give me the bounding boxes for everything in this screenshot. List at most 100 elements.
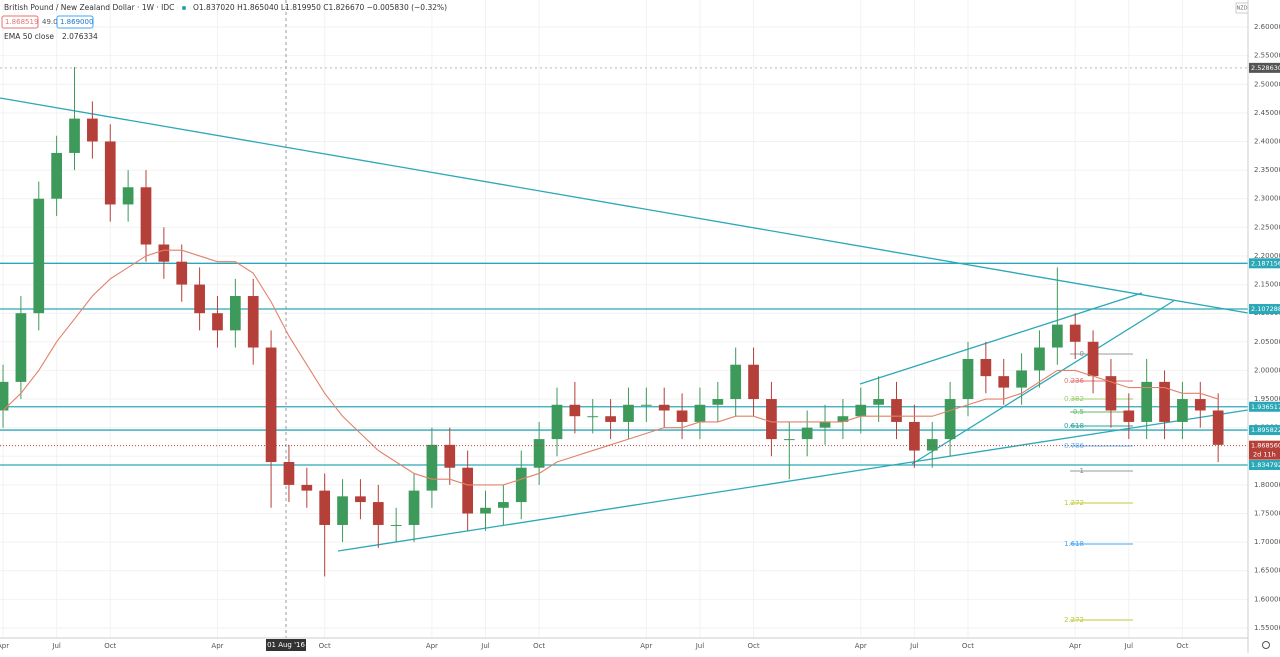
candle-body (408, 490, 420, 525)
fib-label: 0.5 (1073, 408, 1084, 416)
x-tick-label: Oct (104, 642, 116, 650)
plot (0, 67, 1248, 577)
candle-body (104, 141, 116, 205)
y-tick-label: 1.700000 (1254, 538, 1280, 546)
countdown: 2d 11h (1253, 451, 1276, 459)
fib-label: 1.618 (1064, 540, 1084, 548)
sell-box[interactable] (1, 15, 39, 29)
level-label-box (1249, 425, 1280, 436)
candle-body (337, 496, 348, 525)
level-label-box (1249, 459, 1280, 470)
trend-line (859, 292, 1143, 385)
x-tick-label: Jul (51, 642, 61, 650)
candle-body (766, 399, 777, 440)
y-tick-label: 1.950000 (1254, 395, 1280, 403)
y-tick-label: 1.650000 (1254, 567, 1280, 575)
currency[interactable]: NZD (1236, 6, 1247, 12)
candle-body (873, 399, 884, 405)
fib-label: 1.272 (1064, 499, 1084, 507)
y-tick-label: 2.550000 (1254, 52, 1280, 60)
high-marker-label: 2.528630 (1251, 64, 1280, 72)
crosshair-date: 01 Aug '16 (267, 641, 305, 649)
candle-body (909, 421, 920, 451)
y-tick-label: 1.600000 (1254, 595, 1280, 603)
y-tick-label: 2.400000 (1254, 137, 1280, 145)
trend-line (911, 299, 1176, 465)
y-tick-label: 2.450000 (1254, 109, 1280, 117)
candle-body (390, 524, 402, 526)
bid[interactable]: 1.868519 (5, 18, 38, 26)
candle-body (640, 404, 652, 406)
candle-body (962, 358, 974, 400)
axes: 1.550000 1.600000 1.650000 1.700000 1.750000… (0, 23, 1280, 650)
x-tick-label: Oct (1176, 642, 1188, 650)
candle-body (319, 490, 331, 525)
y-tick-label: 2.050000 (1254, 338, 1280, 346)
fib-label: 0 (1080, 350, 1084, 358)
candle-body (1212, 410, 1224, 445)
candle-body (355, 496, 366, 503)
candle-body (247, 296, 259, 348)
level-label: 1.834792 (1251, 461, 1280, 469)
x-tick-label: Jul (1124, 642, 1134, 650)
candle-body (51, 152, 63, 199)
candle-body (283, 462, 295, 485)
settings-button[interactable] (1262, 641, 1270, 649)
trend-line (0, 97, 1249, 314)
candle-body (229, 296, 241, 331)
candle-body (783, 439, 795, 441)
x-tick-label: Oct (747, 642, 759, 650)
buy-box[interactable] (56, 15, 94, 29)
candle-body (569, 404, 581, 417)
y-tick-label: 2.300000 (1254, 195, 1280, 203)
fib-label: 0.236 (1064, 377, 1085, 385)
x-tick-label: Oct (319, 642, 331, 650)
x-tick-label: Oct (533, 642, 545, 650)
x-tick-label: Jul (480, 642, 490, 650)
candle-body (15, 313, 27, 382)
y-tick-label: 2.600000 (1254, 23, 1280, 31)
currency-box[interactable] (1235, 2, 1249, 14)
candle-body (0, 381, 9, 411)
candle-body (694, 404, 706, 422)
candle-body (1159, 381, 1170, 422)
candle-body (623, 404, 634, 422)
candle-body (533, 439, 545, 468)
candle-body (1034, 347, 1045, 371)
candle-body (712, 399, 724, 405)
x-tick-label: Apr (0, 642, 9, 650)
ema-line (2, 249, 1219, 486)
candle-body (301, 484, 313, 491)
ask[interactable]: 1.869000 (60, 18, 93, 26)
candle-body (855, 404, 867, 417)
level-label-box (1249, 401, 1280, 412)
candle-body (462, 467, 474, 514)
level-label-box (1249, 304, 1280, 315)
symbol-title: British Pound / New Zealand Dollar · 1W … (4, 3, 174, 12)
candle-body (1194, 399, 1206, 411)
candle-body (426, 444, 438, 491)
candle-body (140, 187, 152, 245)
candle-body (1051, 324, 1063, 348)
ohlc: O1.837020 H1.865040 L1.819950 C1.826670 … (193, 3, 447, 12)
high-marker-box (1249, 62, 1280, 73)
candle-body (1016, 370, 1027, 388)
level-label: 1.895822 (1251, 426, 1280, 434)
y-tick-label: 2.350000 (1254, 166, 1280, 174)
ema-legend: EMA 50 close (4, 32, 54, 41)
trend-lines (0, 97, 1249, 552)
spread: 49.0 (42, 18, 58, 26)
candle-body (837, 416, 849, 422)
crosshair-date-box (266, 639, 306, 651)
candle-body (801, 427, 813, 440)
y-tick-label: 1.800000 (1254, 481, 1280, 489)
x-tick-label: Jul (695, 642, 705, 650)
x-tick-label: Apr (1069, 642, 1081, 650)
x-tick-label: Apr (426, 642, 438, 650)
y-tick-label: 2.000000 (1254, 366, 1280, 374)
candle-body (212, 313, 223, 331)
candle-body (998, 376, 1010, 388)
candle-body (980, 358, 992, 377)
